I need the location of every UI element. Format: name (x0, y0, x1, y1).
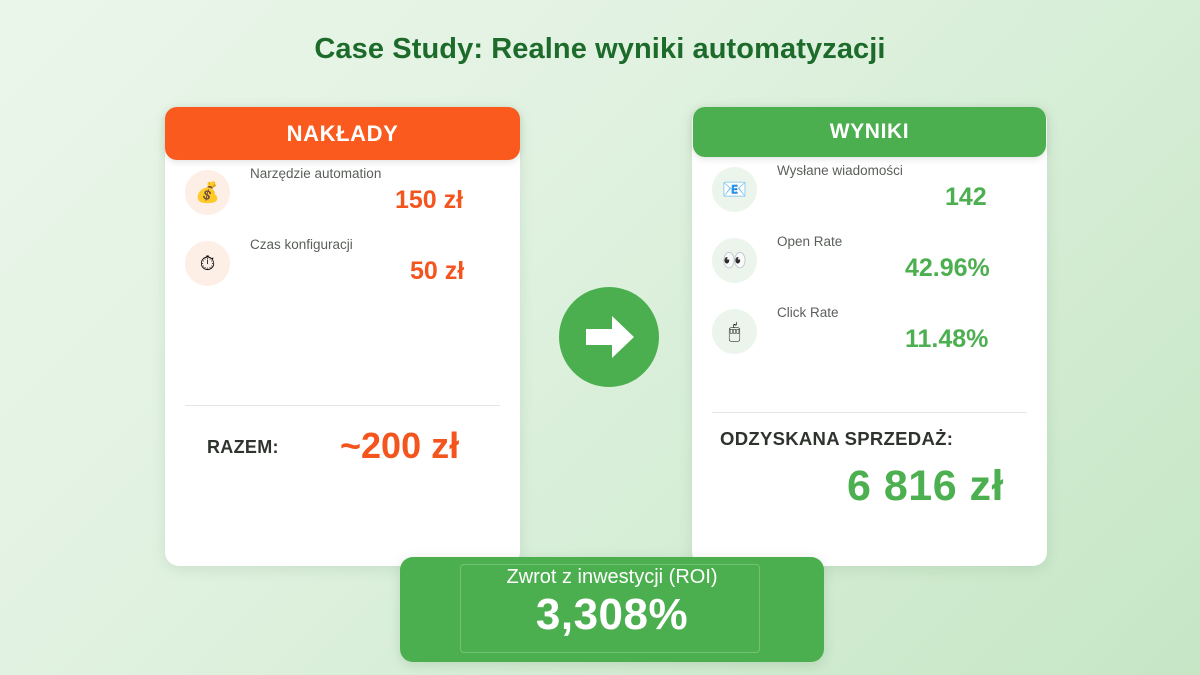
costs-metric-list: 💰 Narzędzie automation 150 zł ⏱ Czas kon… (165, 160, 520, 302)
results-total-label: ODZYSKANA SPRZEDAŻ: (720, 428, 954, 449)
mouse-icon: 🖱 (712, 309, 757, 354)
metric-label: Click Rate (777, 305, 839, 320)
roi-label: Zwrot z inwestycji (ROI) (506, 566, 718, 588)
roi-inner-frame (460, 564, 760, 653)
results-card-header: WYNIKI (693, 107, 1046, 157)
page-title: Case Study: Realne wyniki automatyzacji (314, 33, 886, 65)
metric-label: Czas konfiguracji (250, 237, 353, 252)
metric-row: 🖱 Click Rate 11.48% (692, 299, 1047, 370)
arrow-right-icon (559, 287, 659, 387)
costs-total-label: RAZEM: (207, 437, 279, 457)
metric-value: 142 (945, 183, 987, 211)
roi-banner: Zwrot z inwestycji (ROI) 3,308% (400, 557, 824, 662)
costs-card: NAKŁADY 💰 Narzędzie automation 150 zł ⏱ … (165, 107, 520, 566)
metric-row: 👀 Open Rate 42.96% (692, 228, 1047, 299)
metric-label: Narzędzie automation (250, 166, 382, 181)
metric-row: 📧 Wysłane wiadomości 142 (692, 157, 1047, 228)
metric-row: ⏱ Czas konfiguracji 50 zł (165, 231, 520, 302)
results-divider (712, 412, 1027, 413)
metric-row: 💰 Narzędzie automation 150 zł (165, 160, 520, 231)
roi-value: 3,308% (535, 590, 689, 639)
metric-value: 150 zł (395, 186, 464, 214)
results-metric-list: 📧 Wysłane wiadomości 142 👀 Open Rate 42.… (692, 157, 1047, 370)
results-card: WYNIKI 📧 Wysłane wiadomości 142 👀 Open R… (692, 107, 1047, 566)
costs-card-header: NAKŁADY (165, 107, 520, 160)
costs-total-value: ~200 zł (340, 425, 460, 466)
results-total-value: 6 816 zł (847, 462, 1004, 510)
metric-value: 11.48% (905, 325, 989, 353)
metric-value: 50 zł (410, 257, 465, 285)
eyes-icon: 👀 (712, 238, 757, 283)
email-icon: 📧 (712, 167, 757, 212)
money-bag-icon: 💰 (185, 170, 230, 215)
stopwatch-icon: ⏱ (185, 241, 230, 286)
costs-divider (185, 405, 500, 406)
metric-label: Open Rate (777, 234, 843, 249)
metric-value: 42.96% (905, 254, 990, 282)
metric-label: Wysłane wiadomości (777, 163, 903, 178)
